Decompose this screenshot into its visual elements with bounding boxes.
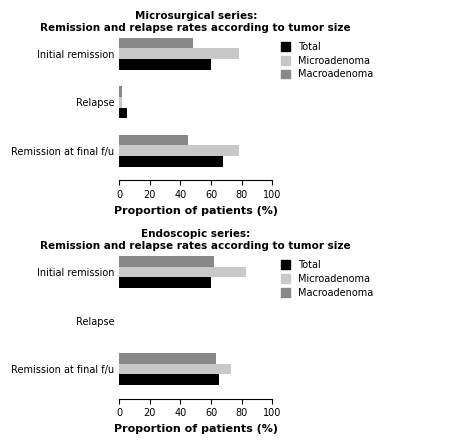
Bar	[119, 97, 122, 108]
Title: Microsurgical series:
Remission and relapse rates according to tumor size: Microsurgical series: Remission and rela…	[40, 11, 351, 33]
Bar	[119, 156, 223, 167]
Bar	[119, 146, 239, 156]
Bar	[119, 267, 246, 277]
X-axis label: Proportion of patients (%): Proportion of patients (%)	[114, 424, 278, 434]
Bar	[119, 49, 239, 59]
Bar	[119, 86, 122, 97]
Bar	[119, 364, 231, 374]
Bar	[119, 135, 188, 146]
Bar	[119, 38, 192, 49]
Title: Endoscopic series:
Remission and relapse rates according to tumor size: Endoscopic series: Remission and relapse…	[40, 230, 351, 251]
Bar	[119, 353, 216, 364]
Legend: Total, Microadenoma, Macroadenoma: Total, Microadenoma, Macroadenoma	[279, 40, 375, 81]
Bar	[119, 108, 127, 118]
Legend: Total, Microadenoma, Macroadenoma: Total, Microadenoma, Macroadenoma	[279, 258, 375, 300]
X-axis label: Proportion of patients (%): Proportion of patients (%)	[114, 206, 278, 215]
Bar	[119, 59, 211, 70]
Bar	[119, 277, 211, 288]
Bar	[119, 256, 214, 267]
Bar	[119, 374, 219, 385]
